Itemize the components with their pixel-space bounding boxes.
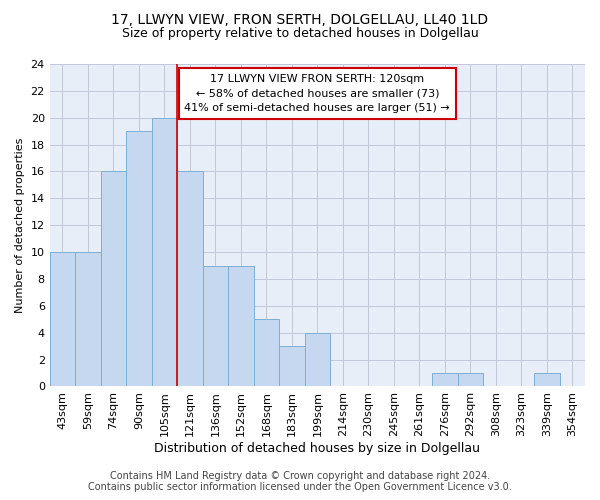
Bar — [126, 131, 152, 386]
Text: Contains HM Land Registry data © Crown copyright and database right 2024.
Contai: Contains HM Land Registry data © Crown c… — [88, 471, 512, 492]
Text: 17, LLWYN VIEW, FRON SERTH, DOLGELLAU, LL40 1LD: 17, LLWYN VIEW, FRON SERTH, DOLGELLAU, L… — [112, 12, 488, 26]
Bar — [152, 118, 177, 386]
X-axis label: Distribution of detached houses by size in Dolgellau: Distribution of detached houses by size … — [154, 442, 481, 455]
Bar — [177, 172, 203, 386]
Bar — [75, 252, 101, 386]
Bar — [534, 373, 560, 386]
Bar — [101, 172, 126, 386]
Bar — [203, 266, 228, 386]
Bar — [254, 320, 279, 386]
Bar — [458, 373, 483, 386]
Text: Size of property relative to detached houses in Dolgellau: Size of property relative to detached ho… — [122, 28, 478, 40]
Bar — [228, 266, 254, 386]
Text: 17 LLWYN VIEW FRON SERTH: 120sqm
← 58% of detached houses are smaller (73)
41% o: 17 LLWYN VIEW FRON SERTH: 120sqm ← 58% o… — [184, 74, 450, 114]
Bar — [432, 373, 458, 386]
Bar — [279, 346, 305, 387]
Bar — [305, 332, 330, 386]
Bar — [50, 252, 75, 386]
Y-axis label: Number of detached properties: Number of detached properties — [15, 138, 25, 313]
